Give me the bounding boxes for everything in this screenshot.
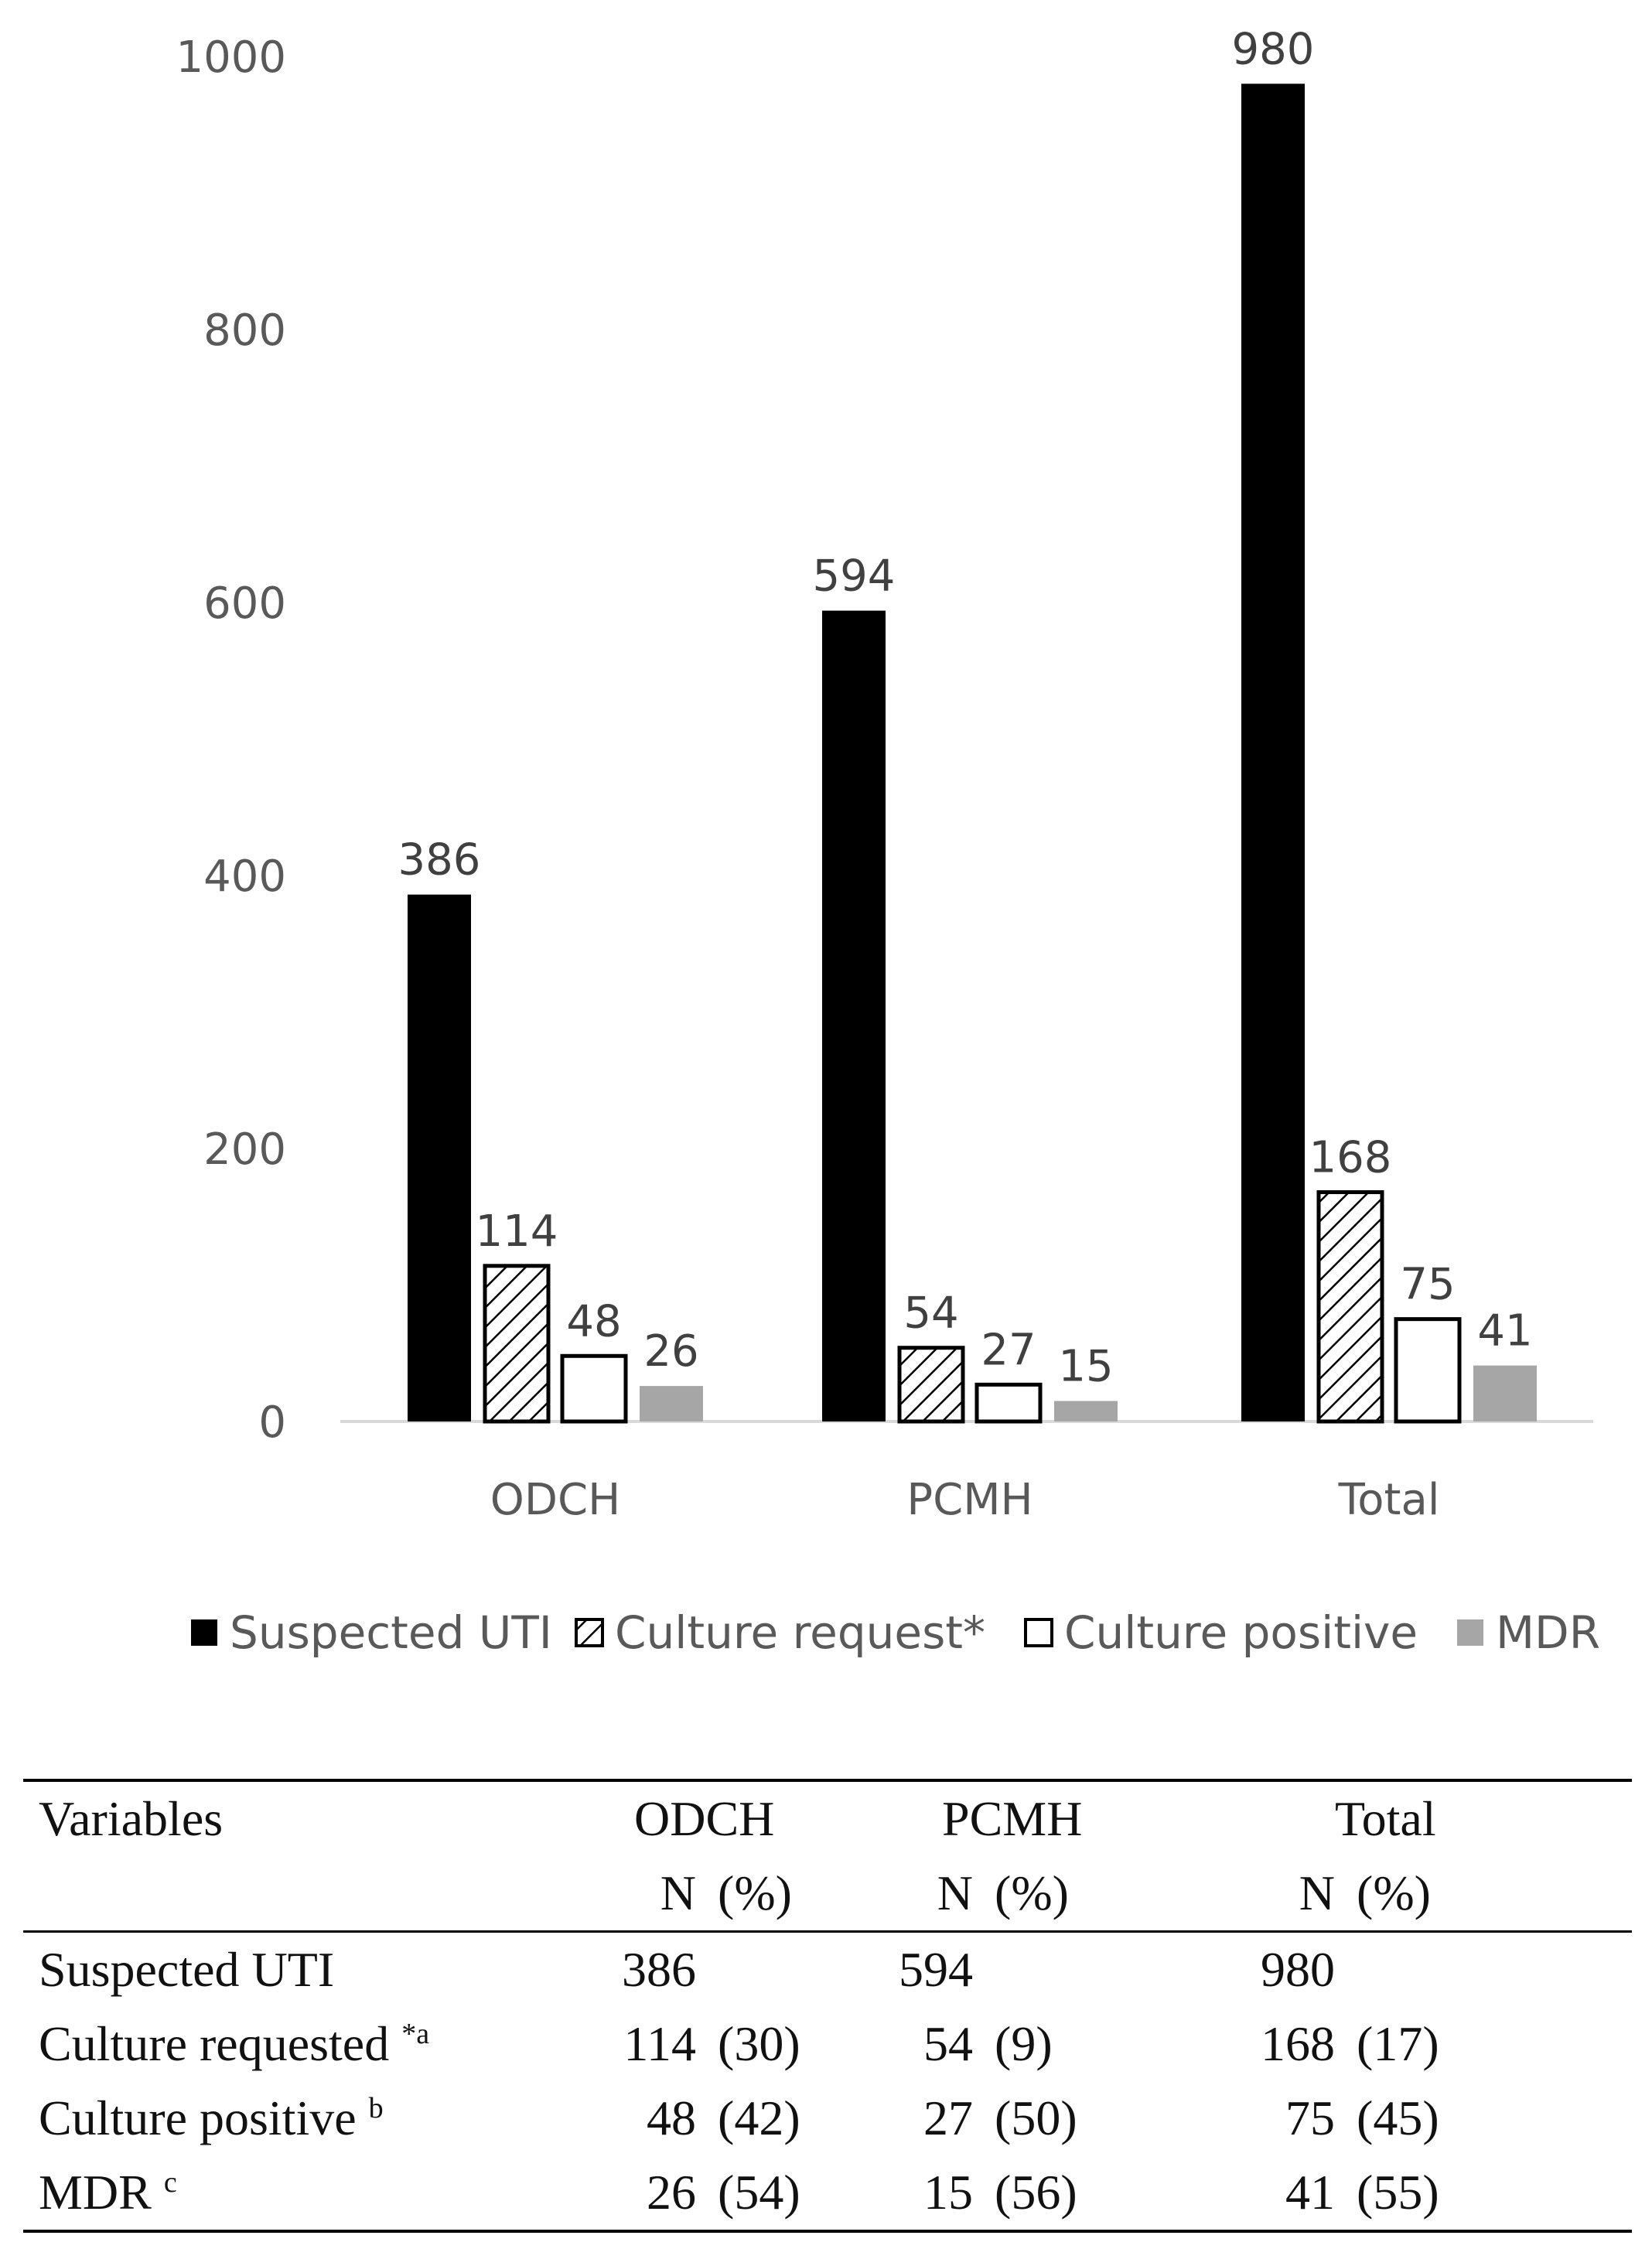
legend-swatch (575, 1618, 604, 1647)
cell-n: 15 (857, 2155, 973, 2233)
legend-swatch (1457, 1619, 1483, 1646)
cell-n: 48 (647, 2090, 696, 2145)
bar-mdr-odch (640, 1386, 703, 1421)
legend-label: MDR (1496, 1606, 1600, 1659)
data-label: 54 (903, 1288, 958, 1339)
footnote-marker: c (163, 2166, 177, 2199)
legend-label: Suspected UTI (230, 1606, 552, 1659)
legend-label: Culture request* (615, 1606, 985, 1659)
bar-suspected-uti-pcmh (822, 610, 886, 1421)
cell-pct: (45) (1357, 2090, 1439, 2145)
footnote-marker: *a (401, 2018, 430, 2050)
data-label: 26 (643, 1326, 698, 1377)
y-tick-label: 600 (203, 578, 286, 629)
row-label: Culture requested *a (39, 2016, 430, 2071)
bar-culture-request-odch (483, 1264, 551, 1424)
bar-culture-positive-total (1394, 1317, 1462, 1424)
legend-label: Culture positive (1064, 1606, 1418, 1659)
bar-suspected-uti-total (1241, 84, 1305, 1421)
cell-pct: (54) (696, 2155, 857, 2233)
cell-pct: (17) (1357, 2016, 1439, 2071)
data-label: 27 (981, 1325, 1036, 1375)
y-tick-label: 0 (258, 1398, 286, 1448)
x-tick-label: Total (1338, 1475, 1440, 1525)
header-n: N (1219, 1856, 1335, 1933)
bar-culture-request-total (1316, 1189, 1384, 1424)
header-n: N (580, 1856, 696, 1933)
cell-n: 26 (580, 2155, 696, 2233)
table-row: Suspected UTI 386 594 980 (23, 1932, 1632, 2008)
y-axis: 0 200 400 600 800 1000 (176, 32, 286, 1448)
cell-n: 980 (1261, 1942, 1335, 1997)
bar-suspected-uti-odch (408, 894, 471, 1421)
cell-n: 594 (899, 1942, 973, 1997)
bar-culture-positive-pcmh (974, 1382, 1043, 1424)
x-axis: ODCH PCMH Total (490, 1475, 1440, 1525)
x-tick-label: ODCH (490, 1475, 620, 1525)
bar-mdr-pcmh (1054, 1401, 1118, 1421)
data-label: 41 (1477, 1306, 1532, 1357)
summary-table: Variables ODCH PCMH Total N (%) N (%) N … (23, 1779, 1632, 2233)
cell-n: 75 (1285, 2090, 1335, 2145)
data-label: 386 (398, 835, 481, 886)
y-tick-label: 400 (203, 851, 286, 902)
table-row: Culture requested *a 114 (30) 54 (9) 168 (17) (23, 2007, 1632, 2081)
cell-n: 54 (923, 2016, 973, 2071)
table-row: MDR c 26 (54) 15 (56) 41 (55) (23, 2155, 1632, 2233)
y-tick-label: 200 (203, 1124, 286, 1175)
cell-pct (696, 1932, 857, 2008)
data-label: 75 (1400, 1260, 1455, 1310)
header-n: N (857, 1856, 973, 1933)
cell-n: 41 (1219, 2155, 1335, 2233)
row-label: MDR c (23, 2155, 580, 2233)
cell-pct: (50) (995, 2090, 1077, 2145)
header-variables: Variables (23, 1779, 580, 1856)
table-body: Suspected UTI 386 594 980 Culture requested … (23, 1932, 1632, 2233)
data-label: 980 (1232, 24, 1315, 74)
row-label: Suspected UTI (39, 1942, 335, 1997)
cell-pct (973, 1932, 1219, 2008)
bar-culture-positive-odch (560, 1353, 628, 1424)
bar-mdr-total (1473, 1365, 1537, 1421)
y-tick-label: 1000 (176, 32, 286, 83)
header-pct: (%) (696, 1856, 857, 1933)
cell-pct: (56) (973, 2155, 1219, 2233)
header-pct: (%) (1335, 1856, 1632, 1933)
row-label: Culture positive b (39, 2090, 384, 2145)
cell-pct: (30) (718, 2016, 800, 2071)
cell-pct (1335, 1932, 1632, 2008)
cell-pct: (9) (995, 2016, 1053, 2071)
cell-pct: (42) (718, 2090, 800, 2145)
legend: Suspected UTI Culture request* Culture pos… (191, 1606, 1600, 1659)
data-label: 48 (566, 1296, 621, 1346)
x-tick-label: PCMH (906, 1475, 1032, 1525)
cell-n: 168 (1261, 2016, 1335, 2071)
bar-culture-request-pcmh (897, 1346, 965, 1424)
header-odch: ODCH (580, 1779, 857, 1856)
legend-swatch (191, 1619, 217, 1646)
header-pcmh: PCMH (857, 1779, 1219, 1856)
cell-n: 27 (923, 2090, 973, 2145)
footnote-marker: b (368, 2092, 384, 2124)
table-row: Culture positive b 48 (42) 27 (50) 75 (45) (23, 2081, 1632, 2155)
data-label: 114 (476, 1206, 558, 1257)
legend-swatch (1024, 1618, 1053, 1647)
cell-n: 386 (622, 1942, 696, 1997)
data-label: 15 (1058, 1342, 1113, 1392)
data-label: 594 (813, 551, 896, 602)
data-label: 168 (1309, 1132, 1392, 1183)
cell-n: 114 (623, 2016, 696, 2071)
cell-pct: (55) (1335, 2155, 1632, 2233)
header-total: Total (1219, 1779, 1632, 1856)
y-tick-label: 800 (203, 305, 286, 356)
header-pct: (%) (973, 1856, 1219, 1933)
